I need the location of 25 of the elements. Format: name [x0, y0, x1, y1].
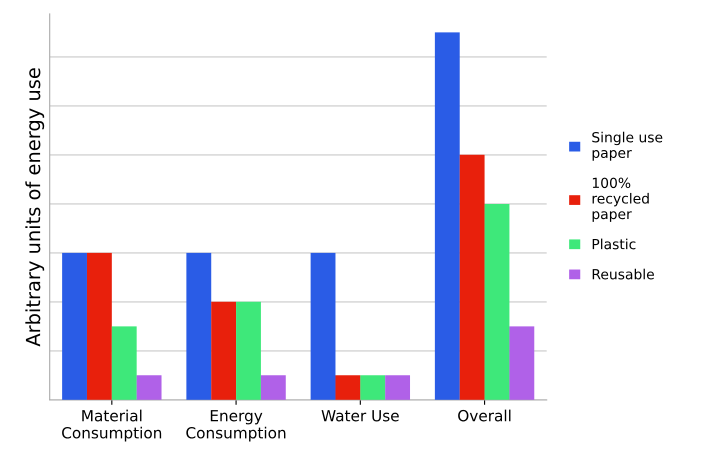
bar: [62, 252, 87, 400]
x-tick-label: Energy Consumption: [186, 410, 286, 442]
bar: [310, 252, 336, 400]
bar: [260, 375, 286, 400]
x-tick-label: Water Use: [322, 410, 399, 422]
legend-label: 100% recycled paper: [592, 178, 649, 222]
legend-label: Plastic: [592, 238, 636, 250]
bar: [385, 375, 410, 400]
bar: [484, 204, 510, 400]
bar: [509, 326, 534, 400]
bar: [112, 326, 137, 400]
bar: [186, 252, 212, 400]
bar: [460, 154, 485, 400]
x-tick-label: Overall: [458, 410, 510, 422]
bar: [211, 302, 236, 400]
x-tick-label: Material Consumption: [62, 410, 162, 442]
bar: [236, 302, 261, 400]
y-axis-title: Arbitrary units of energy use: [25, 68, 44, 347]
legend-label: Reusable: [592, 268, 654, 280]
bar: [335, 375, 360, 400]
bar: [360, 375, 386, 400]
legend-label: Single use paper: [592, 132, 662, 161]
bar: [136, 375, 162, 400]
bar: [434, 32, 460, 400]
bar: [86, 252, 112, 400]
